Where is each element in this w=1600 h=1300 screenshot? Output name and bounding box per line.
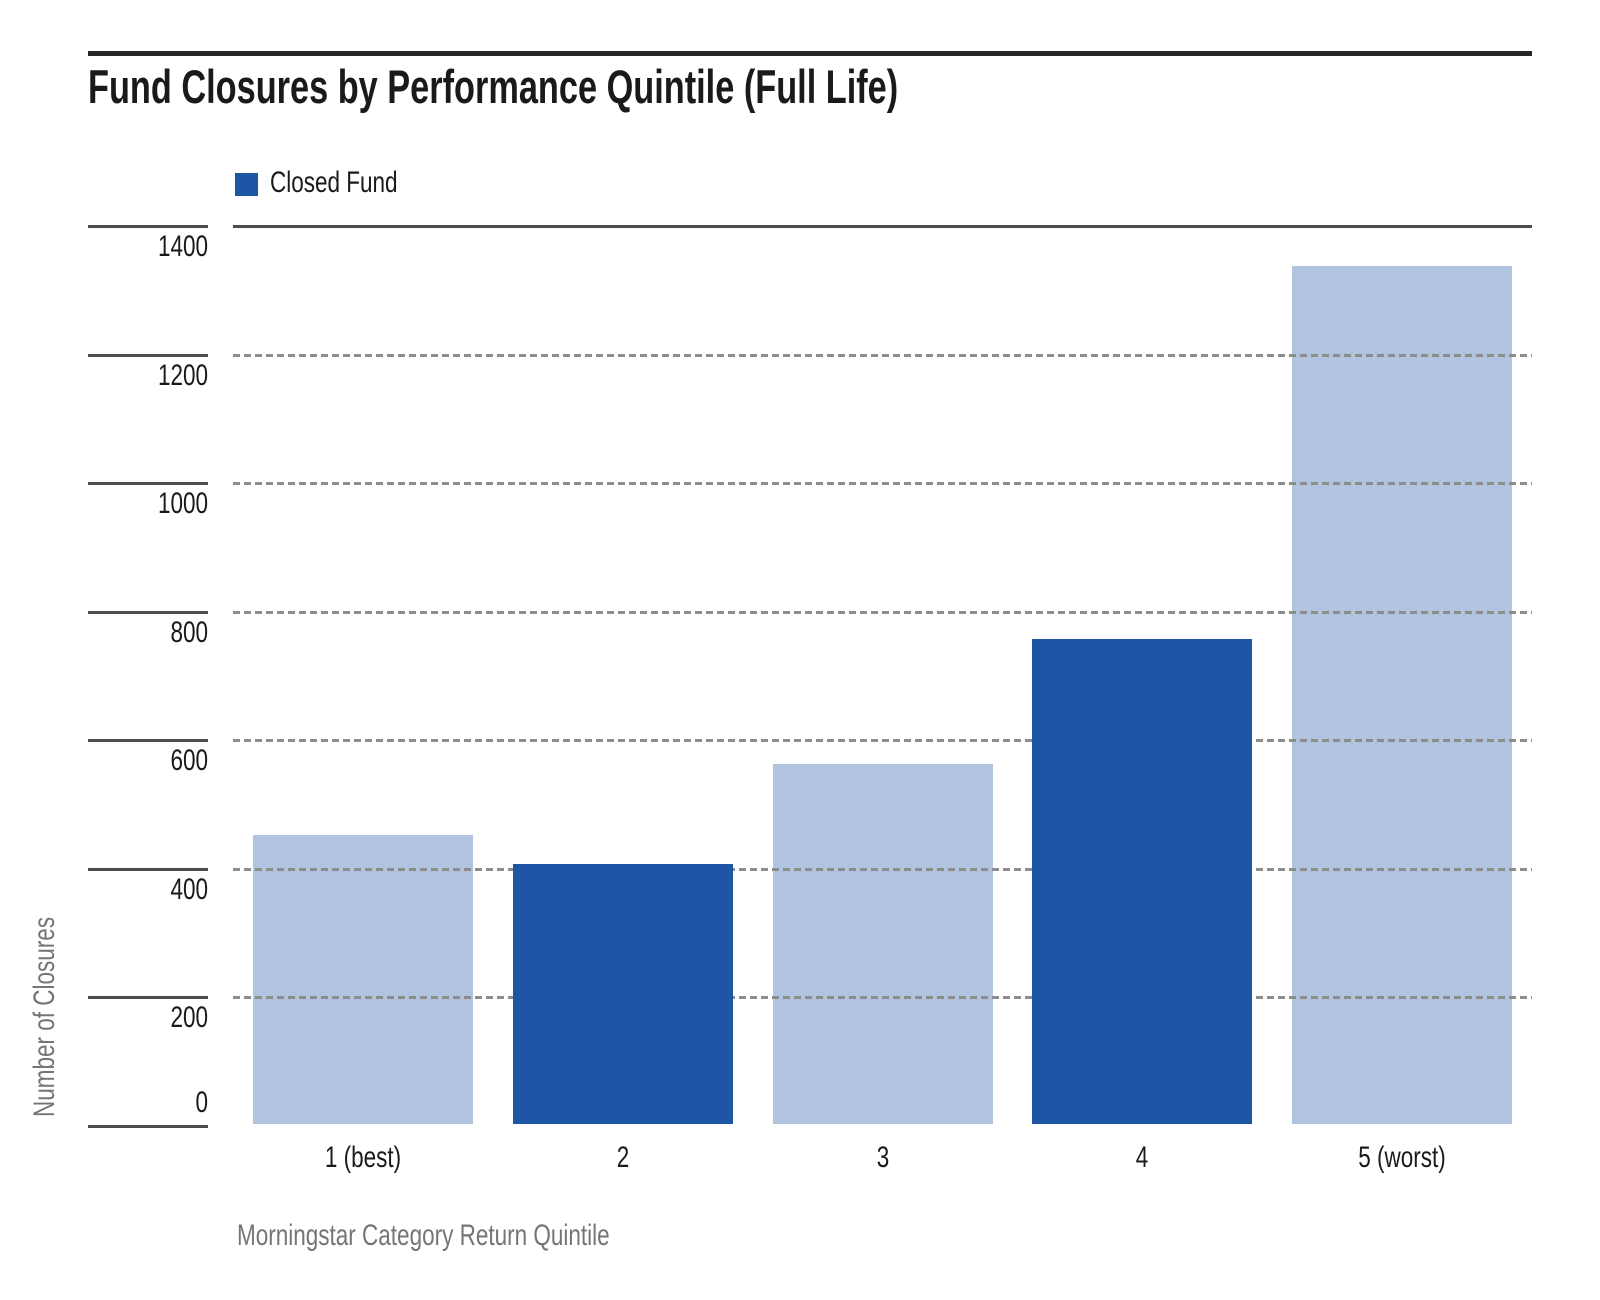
plot-top-line (233, 225, 1532, 228)
x-tick-label: 5 (worst) (1358, 1141, 1446, 1174)
y-tick-line (88, 867, 208, 871)
gridline (233, 482, 1532, 486)
y-tick-label: 800 (170, 615, 208, 649)
bar (252, 834, 473, 1124)
y-tick-label: 600 (170, 744, 208, 778)
x-tick-label: 2 (616, 1141, 629, 1174)
bar (772, 764, 993, 1124)
bar (512, 864, 733, 1124)
y-tick-label: 1200 (157, 358, 208, 392)
y-tick-line (88, 739, 208, 743)
title-rule (88, 51, 1532, 56)
y-tick-label: 400 (170, 872, 208, 906)
y-tick-line (88, 1125, 208, 1128)
gridline (233, 353, 1532, 357)
bar (1292, 266, 1513, 1124)
y-tick-label: 0 (195, 1086, 208, 1119)
gridline (233, 996, 1532, 1000)
bar (1032, 638, 1253, 1124)
legend-label: Closed Fund (270, 166, 398, 199)
x-axis-title: Morningstar Category Return Quintile (237, 1219, 610, 1252)
chart-title: Fund Closures by Performance Quintile (F… (88, 60, 899, 113)
y-tick-line (88, 225, 208, 228)
y-tick-line (88, 482, 208, 486)
x-tick-label: 3 (876, 1141, 889, 1174)
y-tick-label: 1400 (157, 230, 208, 263)
x-tick-label: 4 (1136, 1141, 1149, 1174)
y-tick-label: 1000 (157, 487, 208, 521)
y-tick-line (88, 996, 208, 1000)
gridline (233, 610, 1532, 614)
x-tick-label: 1 (best) (324, 1141, 402, 1174)
y-tick-line (88, 610, 208, 614)
legend-swatch-closed-fund (235, 173, 258, 196)
y-tick-line (88, 353, 208, 357)
gridline (233, 867, 1532, 871)
y-tick-label: 200 (170, 1001, 208, 1035)
gridline (233, 739, 1532, 743)
